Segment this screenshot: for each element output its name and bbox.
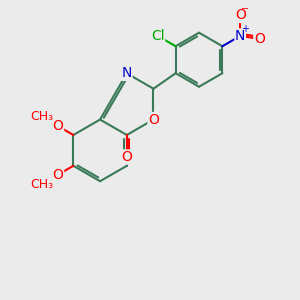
Text: CH₃: CH₃ bbox=[30, 110, 53, 123]
Text: O: O bbox=[148, 112, 159, 127]
Text: CH₃: CH₃ bbox=[30, 178, 53, 191]
Text: O: O bbox=[235, 8, 246, 22]
Text: +: + bbox=[242, 25, 250, 34]
Text: −: − bbox=[242, 4, 250, 14]
Text: O: O bbox=[53, 119, 64, 133]
Text: O: O bbox=[53, 168, 64, 182]
Text: N: N bbox=[122, 66, 132, 80]
Text: Cl: Cl bbox=[151, 29, 165, 43]
Text: O: O bbox=[121, 150, 132, 164]
Text: O: O bbox=[254, 32, 265, 46]
Text: N: N bbox=[235, 29, 245, 43]
